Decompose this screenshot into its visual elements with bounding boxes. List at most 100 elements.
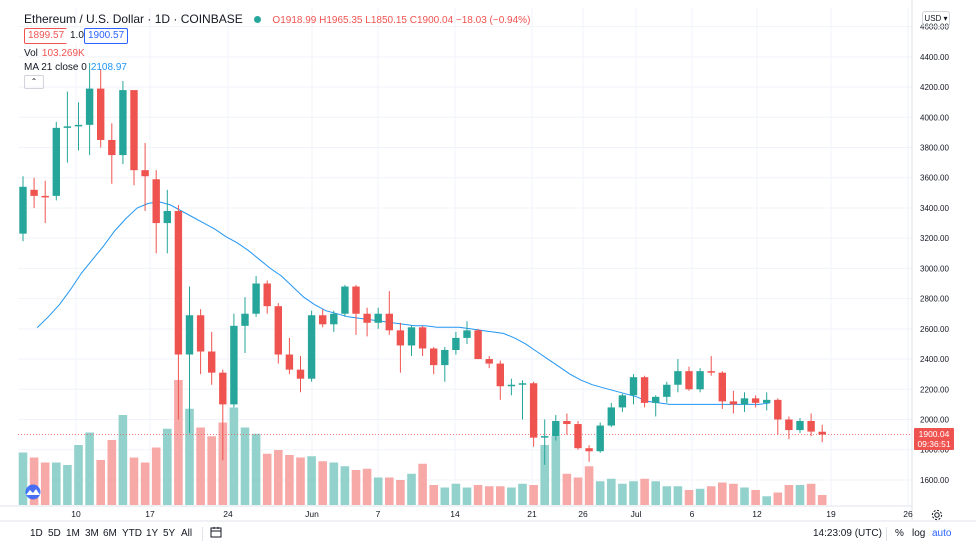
candle-body[interactable] xyxy=(119,90,127,156)
candle-body[interactable] xyxy=(685,371,693,390)
candle-body[interactable] xyxy=(407,327,416,346)
candle-body[interactable] xyxy=(485,359,493,364)
candle-body[interactable] xyxy=(518,383,527,385)
candle-body[interactable] xyxy=(552,421,560,437)
candle-body[interactable] xyxy=(319,315,327,325)
utc-clock[interactable]: 14:23:09 (UTC) xyxy=(813,528,882,539)
tradingview-logo-icon[interactable] xyxy=(22,484,44,500)
candle-body[interactable] xyxy=(241,313,249,326)
candle-body[interactable] xyxy=(385,313,393,331)
candle-body[interactable] xyxy=(807,421,815,432)
candle-body[interactable] xyxy=(307,315,316,379)
candle-body[interactable] xyxy=(452,337,460,350)
currency-select[interactable]: USD ▾ xyxy=(922,11,950,27)
volume-bar xyxy=(340,466,350,505)
candle-body[interactable] xyxy=(618,395,627,408)
candle-body[interactable] xyxy=(97,88,105,140)
candle-body[interactable] xyxy=(74,124,83,127)
candle-body[interactable] xyxy=(341,286,349,314)
buy-button[interactable]: 1900.57 xyxy=(84,28,129,44)
go-to-date-icon[interactable] xyxy=(210,526,222,541)
candle-body[interactable] xyxy=(796,421,804,431)
volume-bar xyxy=(63,465,72,505)
candle-body[interactable] xyxy=(563,421,571,425)
volume-bar xyxy=(351,470,361,505)
candle-body[interactable] xyxy=(729,401,738,405)
candle-body[interactable] xyxy=(52,127,60,196)
candle-body[interactable] xyxy=(529,383,538,438)
candle-body[interactable] xyxy=(85,88,94,125)
symbol-title[interactable]: Ethereum / U.S. Dollar · 1D · COINBASE xyxy=(24,12,243,26)
candle-body[interactable] xyxy=(740,398,749,405)
candle-body[interactable] xyxy=(396,330,405,346)
collapse-legend-button[interactable]: ⌃ xyxy=(24,75,44,89)
candle-body[interactable] xyxy=(818,431,826,435)
candle-body[interactable] xyxy=(607,407,615,426)
candle-body[interactable] xyxy=(674,371,682,385)
candle-body[interactable] xyxy=(541,436,549,438)
candle-body[interactable] xyxy=(474,330,482,360)
candle-body[interactable] xyxy=(30,189,38,196)
candle-body[interactable] xyxy=(718,372,726,402)
candle-body[interactable] xyxy=(585,448,593,452)
candle-body[interactable] xyxy=(640,377,649,403)
auto-scale-toggle[interactable]: auto xyxy=(932,528,952,539)
candle-body[interactable] xyxy=(774,399,782,420)
candle-body[interactable] xyxy=(441,349,449,366)
candle-body[interactable] xyxy=(174,210,183,355)
candle-body[interactable] xyxy=(230,325,238,405)
candle-body[interactable] xyxy=(574,424,582,449)
candle-body[interactable] xyxy=(252,283,260,314)
candle-body[interactable] xyxy=(696,371,704,390)
sell-button[interactable]: 1899.57 xyxy=(24,28,69,44)
candle-body[interactable] xyxy=(507,384,516,387)
candle-body[interactable] xyxy=(263,283,271,307)
percent-scale-toggle[interactable]: % xyxy=(895,528,904,539)
candle-body[interactable] xyxy=(330,313,338,325)
candle-body[interactable] xyxy=(296,369,305,379)
candle-body[interactable] xyxy=(285,354,294,370)
candle-body[interactable] xyxy=(663,384,671,397)
candle-body[interactable] xyxy=(596,425,604,452)
range-1y-button[interactable]: 1Y xyxy=(146,528,159,539)
candle-body[interactable] xyxy=(41,195,49,198)
ma-legend[interactable]: MA 21 close 0 2108.97 xyxy=(24,62,127,73)
candle-body[interactable] xyxy=(496,363,504,387)
candle-body[interactable] xyxy=(785,419,793,431)
candle-body[interactable] xyxy=(63,126,72,128)
candle-body[interactable] xyxy=(108,139,116,156)
candle-body[interactable] xyxy=(185,315,194,355)
range-6m-button[interactable]: 6M xyxy=(103,528,117,539)
range-5y-button[interactable]: 5Y xyxy=(163,528,176,539)
candle-body[interactable] xyxy=(141,170,149,177)
candle-body[interactable] xyxy=(463,330,471,338)
candle-body[interactable] xyxy=(430,348,438,366)
candle-body[interactable] xyxy=(418,327,427,349)
range-all-button[interactable]: All xyxy=(181,528,193,539)
candle-body[interactable] xyxy=(751,398,760,403)
candle-body[interactable] xyxy=(763,399,771,403)
range-ytd-button[interactable]: YTD xyxy=(122,528,142,539)
range-1d-button[interactable]: 1D xyxy=(30,528,43,539)
log-scale-toggle[interactable]: log xyxy=(912,528,926,539)
range-3m-button[interactable]: 3M xyxy=(85,528,99,539)
candle-body[interactable] xyxy=(208,351,216,373)
candle-body[interactable] xyxy=(274,306,282,355)
range-1m-button[interactable]: 1M xyxy=(66,528,80,539)
candle-body[interactable] xyxy=(130,90,138,171)
candle-body[interactable] xyxy=(219,372,227,405)
candle-body[interactable] xyxy=(152,179,160,224)
candle-body[interactable] xyxy=(19,186,27,234)
candle-body[interactable] xyxy=(352,286,360,314)
candle-body[interactable] xyxy=(363,313,371,323)
volume-legend[interactable]: Vol 103.269K xyxy=(24,48,85,59)
chart-settings-icon[interactable] xyxy=(931,508,943,526)
range-5d-button[interactable]: 5D xyxy=(48,528,61,539)
candle-body[interactable] xyxy=(707,371,715,373)
candle-body[interactable] xyxy=(196,315,205,352)
candle-body[interactable] xyxy=(374,313,382,323)
candle-body[interactable] xyxy=(163,210,171,224)
candle-body[interactable] xyxy=(652,396,660,403)
candle-body[interactable] xyxy=(629,377,638,396)
